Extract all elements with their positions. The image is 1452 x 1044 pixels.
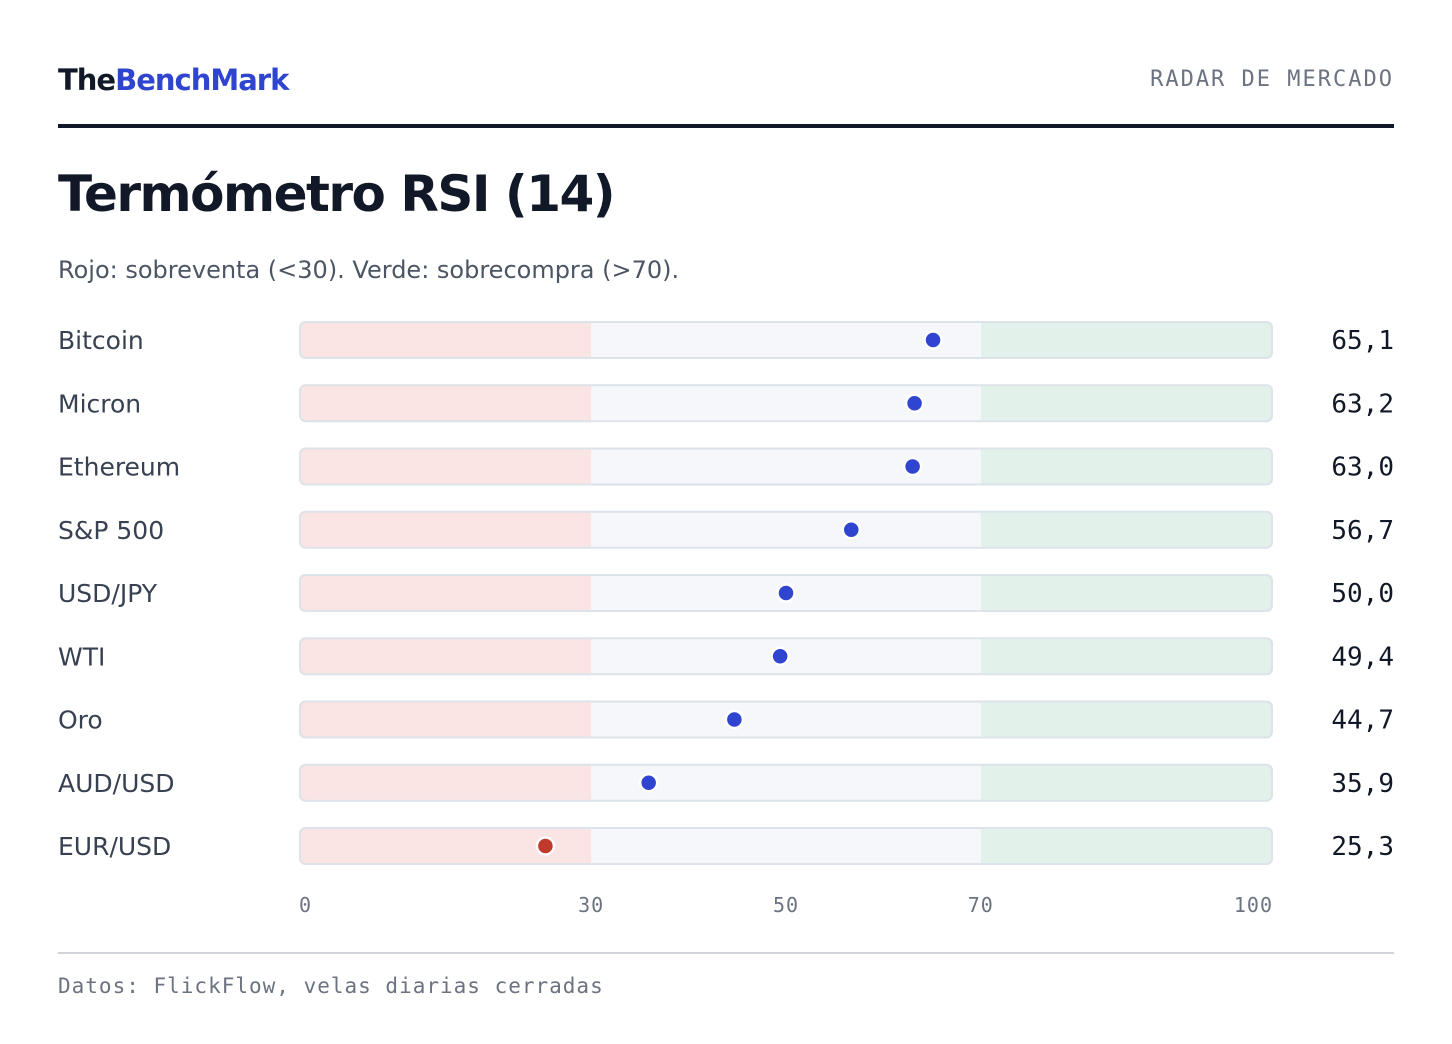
category-label: WTI [58,642,105,671]
rsi-value-label: 63,0 [1331,453,1394,483]
zone-neutral [591,700,981,739]
zone-neutral [591,827,981,865]
rsi-marker [776,583,796,603]
rsi-value-label: 65,1 [1331,326,1394,356]
rsi-track [299,321,1273,359]
rsi-value-label: 35,9 [1331,769,1394,799]
zone-overbought [980,763,1273,802]
zone-overbought [980,574,1273,612]
zone-overbought [980,384,1273,423]
x-axis-tick-label: 0 [299,893,312,917]
zone-oversold [299,447,592,486]
category-label: Bitcoin [58,326,144,355]
brand-logo-part-2: BenchMark [115,63,289,97]
zone-oversold [299,637,592,676]
zone-overbought [980,321,1273,359]
zone-neutral [591,321,981,359]
section-label: RADAR DE MERCADO [1150,67,1394,92]
zone-oversold [299,384,592,423]
rsi-marker [923,330,943,350]
rsi-value-label: 56,7 [1331,516,1394,546]
footer-divider [58,952,1394,954]
category-label: Oro [58,706,103,735]
rsi-marker [841,520,862,540]
zone-oversold [299,510,592,549]
rsi-marker [535,836,556,856]
zone-neutral [591,510,981,549]
rsi-marker [770,646,790,666]
rsi-track [299,637,1273,676]
category-label: USD/JPY [58,579,158,608]
category-label: AUD/USD [58,769,175,798]
x-axis-tick-label: 30 [578,893,604,917]
zone-overbought [980,637,1273,676]
rsi-marker [724,709,745,730]
chart-subtitle: Rojo: sobreventa (<30). Verde: sobrecomp… [58,256,680,284]
rsi-marker [902,456,923,477]
rsi-track [299,510,1273,549]
x-axis-tick-label: 50 [773,893,799,917]
header-divider [58,124,1394,128]
category-label: Micron [58,389,141,418]
rsi-track [299,827,1273,865]
category-label: Ethereum [58,453,180,482]
category-label: S&P 500 [58,516,164,545]
zone-oversold [299,574,592,612]
zone-overbought [980,447,1273,486]
rsi-marker [904,393,925,413]
x-axis-tick-label: 70 [968,893,994,917]
rsi-track [299,447,1273,486]
zone-overbought [980,510,1273,549]
rsi-value-label: 49,4 [1331,642,1394,672]
zone-oversold [299,321,592,359]
zone-overbought [980,827,1273,865]
category-label: EUR/USD [58,832,171,861]
x-axis-tick-label: 100 [1234,893,1273,917]
rsi-marker [638,773,659,793]
brand-logo-part-1: The [58,63,116,97]
source-note: Datos: FlickFlow, velas diarias cerradas [58,974,604,998]
rsi-track [299,574,1273,612]
zone-oversold [299,700,592,739]
rsi-value-label: 25,3 [1331,832,1394,862]
rsi-track [299,763,1273,802]
zone-oversold [299,763,592,802]
rsi-value-label: 50,0 [1331,579,1394,609]
rsi-track [299,384,1273,423]
chart-title: Termómetro RSI (14) [58,165,616,223]
zone-overbought [980,700,1273,739]
rsi-value-label: 44,7 [1331,706,1394,736]
brand-logo: TheBenchMark [58,60,289,100]
rsi-value-label: 63,2 [1331,389,1394,419]
rsi-track [299,700,1273,739]
